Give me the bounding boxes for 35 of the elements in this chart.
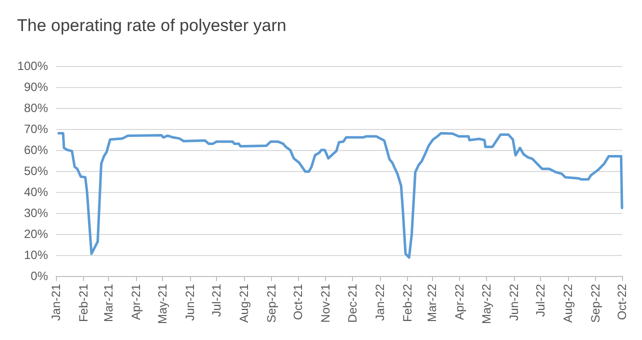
x-tick-label: Feb-21 xyxy=(76,284,90,322)
x-tick-label: Aug-22 xyxy=(560,284,575,323)
x-tick-label: Apr-22 xyxy=(452,284,467,320)
x-tick-label: May-22 xyxy=(479,284,494,324)
x-tick-label: Mar-22 xyxy=(425,284,440,322)
x-tick-label: Sep-22 xyxy=(588,284,602,323)
x-tick-label: Nov-21 xyxy=(318,284,333,323)
x-tick-label: Apr-21 xyxy=(128,284,143,320)
y-tick-label: 20% xyxy=(24,227,48,241)
y-tick-label: 60% xyxy=(24,143,48,157)
x-tick-label: Dec-21 xyxy=(345,284,360,323)
x-tick-label: Jun-21 xyxy=(182,284,197,321)
x-tick-label: Jan-22 xyxy=(372,284,387,321)
x-tick-label: Oct-21 xyxy=(291,284,306,320)
y-tick-label: 70% xyxy=(24,122,48,136)
x-tick-label: Mar-21 xyxy=(101,284,116,322)
x-tick-label: Jan-21 xyxy=(49,284,63,321)
x-tick-label: Oct-22 xyxy=(615,284,629,320)
y-tick-label: 80% xyxy=(24,101,48,115)
x-tick-label: Jul-21 xyxy=(210,284,224,317)
y-tick-label: 50% xyxy=(24,164,48,178)
x-tick-label: Jul-22 xyxy=(533,284,548,317)
chart-title: The operating rate of polyester yarn xyxy=(17,16,286,35)
x-tick-label: Feb-22 xyxy=(400,284,414,322)
y-tick-label: 0% xyxy=(30,269,48,283)
y-tick-label: 10% xyxy=(24,248,48,262)
y-tick-label: 40% xyxy=(24,185,48,199)
y-tick-label: 90% xyxy=(24,80,48,94)
x-tick-label: Sep-21 xyxy=(264,284,279,323)
y-tick-label: 30% xyxy=(24,206,48,220)
x-tick-label: Jun-22 xyxy=(506,284,521,321)
x-tick-label: May-21 xyxy=(155,284,170,324)
y-tick-label: 100% xyxy=(17,59,48,73)
x-tick-label: Aug-21 xyxy=(237,284,252,323)
line-series xyxy=(57,132,624,259)
